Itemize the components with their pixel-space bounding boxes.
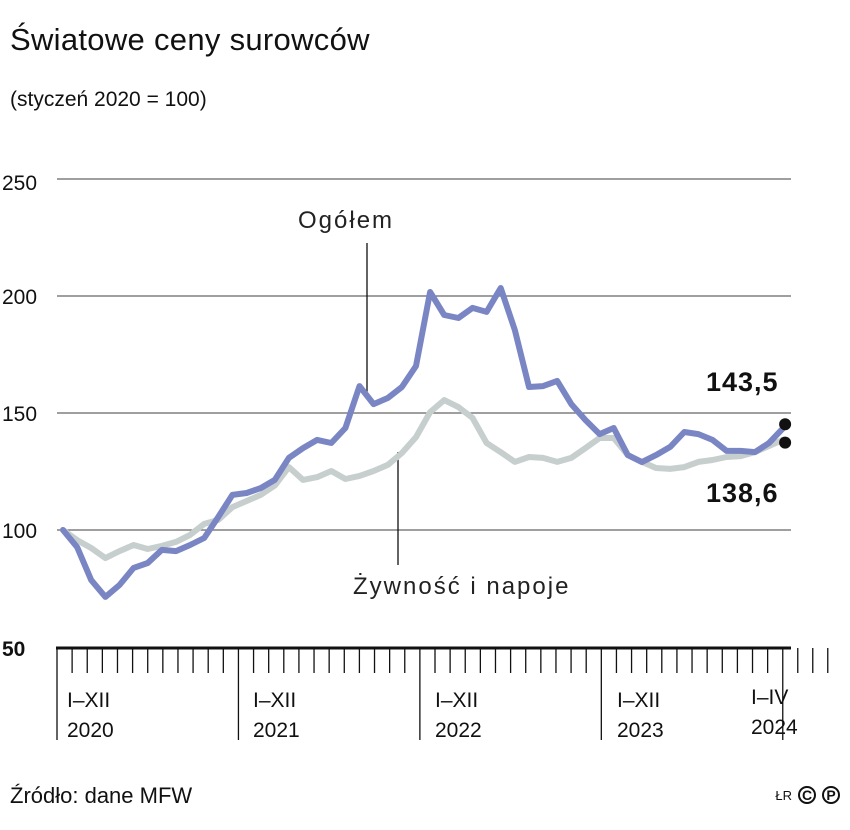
copyright-icon: C (798, 786, 816, 804)
value-label-food: 138,6 (706, 478, 779, 508)
chart-title: Światowe ceny surowców (10, 22, 370, 57)
credit: ŁR C P (775, 786, 840, 804)
value-label-total: 143,5 (706, 367, 779, 397)
end-dot-food (779, 436, 792, 449)
x-label-2022: I–XII 2022 (435, 686, 482, 746)
x-label-range: I–XII (253, 689, 297, 712)
phonogram-icon: P (822, 786, 840, 804)
label-ogolem: Ogółem (298, 207, 395, 234)
y-tick-250: 250 (2, 172, 38, 195)
x-label-2021: I–XII 2021 (253, 686, 300, 746)
x-label-2023: I–XII 2023 (617, 686, 664, 746)
series-line-food (60, 397, 787, 562)
x-label-year: 2021 (253, 719, 300, 742)
y-tick-150: 150 (2, 403, 38, 426)
x-label-range: I–IV (751, 686, 789, 709)
end-dot-total (779, 418, 792, 431)
x-label-year: 2020 (67, 719, 114, 742)
x-axis-ticks (56, 648, 829, 740)
x-label-year: 2023 (617, 719, 664, 742)
author-initials: ŁR (775, 787, 792, 803)
x-label-2020: I–XII 2020 (67, 686, 114, 746)
x-label-2024: I–IV 2024 (751, 683, 798, 743)
y-tick-50: 50 (2, 638, 26, 661)
chart-subtitle: (styczeń 2020 = 100) (10, 88, 207, 111)
x-label-year: 2024 (751, 716, 798, 739)
x-label-range: I–XII (617, 689, 661, 712)
x-label-range: I–XII (67, 689, 111, 712)
y-tick-200: 200 (2, 286, 38, 309)
label-zywnosc: Żywność i napoje (353, 573, 571, 600)
x-label-range: I–XII (435, 689, 479, 712)
series-line-total (60, 285, 787, 600)
y-tick-100: 100 (2, 520, 38, 543)
source-note: Źródło: dane MFW (10, 783, 193, 808)
x-label-year: 2022 (435, 719, 482, 742)
gridlines (56, 178, 791, 650)
